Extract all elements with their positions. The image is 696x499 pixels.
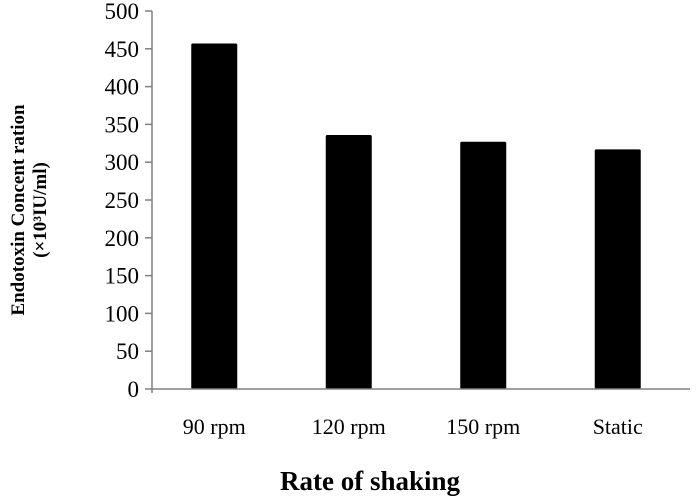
y-tick-label: 250	[105, 188, 140, 213]
y-tick-label: 0	[128, 377, 140, 402]
bar-120-rpm	[325, 134, 372, 389]
x-tick-label: 120 rpm	[312, 414, 386, 439]
y-tick-label: 100	[105, 301, 140, 326]
x-tick-label: Static	[593, 414, 643, 439]
y-tick-label: 500	[105, 0, 140, 24]
y-axis-label-line1: Endotoxin Concent ration	[8, 104, 29, 316]
y-tick-label: 450	[105, 37, 140, 62]
y-axis: 0 50 100 150 200 250 300 350 400 450 500	[105, 0, 153, 402]
y-tick-label: 350	[105, 112, 140, 137]
bars	[191, 43, 641, 390]
bar-150-rpm	[460, 141, 507, 389]
bar-static	[594, 149, 641, 389]
y-tick-label: 300	[105, 150, 140, 175]
y-axis-label-line2: (×10³IU/ml)	[30, 162, 51, 258]
y-tick-label: 50	[116, 339, 139, 364]
x-axis: 90 rpm 120 rpm 150 rpm Static	[152, 388, 690, 439]
x-tick-label: 150 rpm	[446, 414, 520, 439]
y-tick-label: 150	[105, 264, 140, 289]
x-tick-label: 90 rpm	[183, 414, 246, 439]
bar-90-rpm	[191, 43, 238, 390]
y-tick-label: 400	[105, 75, 140, 100]
x-axis-label: Rate of shaking	[280, 466, 461, 496]
y-tick-label: 200	[105, 226, 140, 251]
